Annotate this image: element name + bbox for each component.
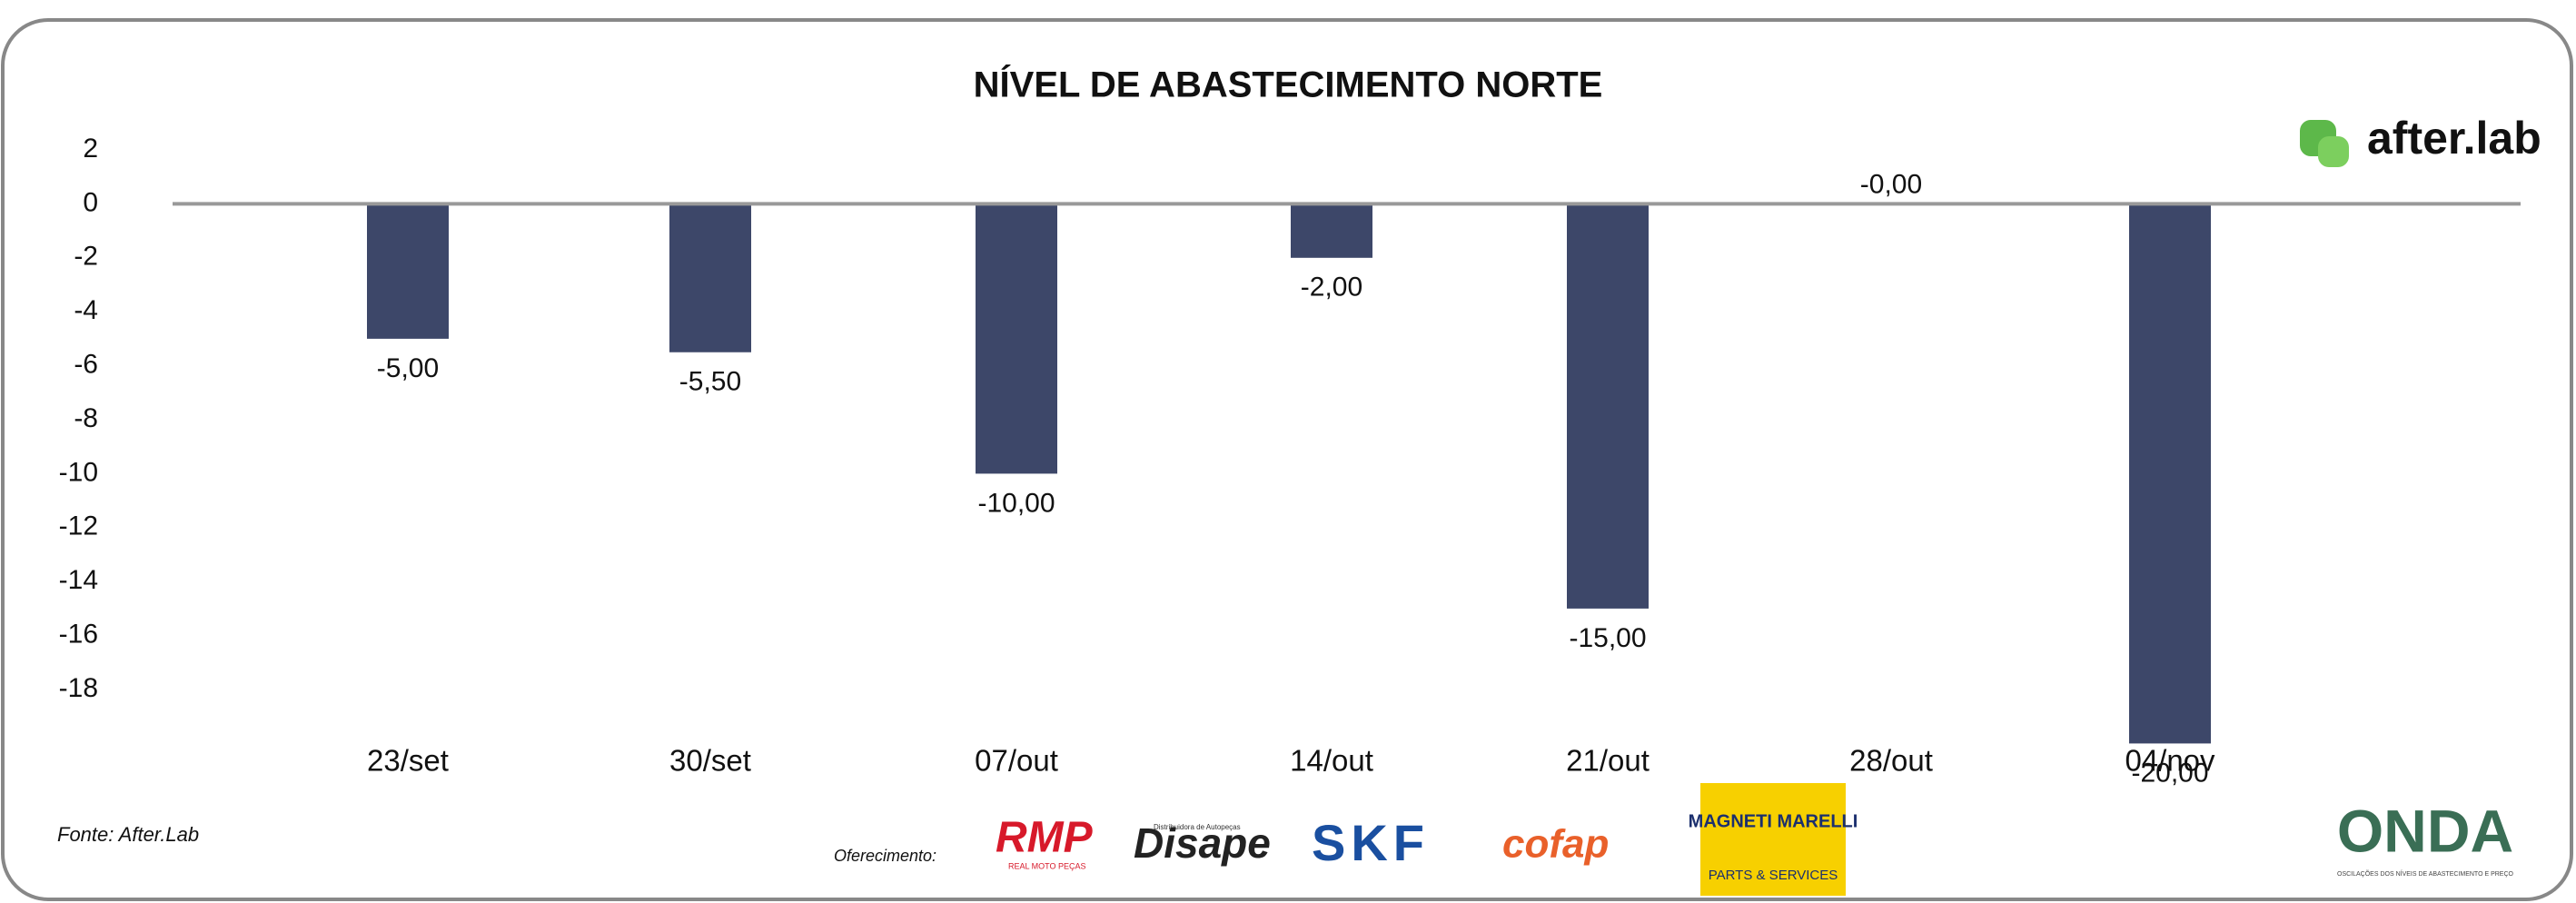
y-tick-label: -6 — [74, 350, 98, 380]
y-tick-label: -12 — [59, 511, 98, 541]
x-tick-label: 21/out — [1566, 744, 1650, 778]
source: Fonte: After.Lab — [57, 823, 199, 846]
skf-logo: SKF — [1312, 814, 1430, 871]
data-label: -20,00 — [2131, 758, 2208, 788]
bar — [367, 203, 449, 339]
y-tick-label: -2 — [74, 242, 98, 272]
disape-logo: Disape — [1134, 819, 1271, 867]
sponsor-logos: RMP REAL MOTO PEÇAS Distribuidora de Aut… — [996, 783, 2514, 896]
bar — [976, 203, 1057, 474]
bar — [2129, 203, 2211, 744]
x-tick-label: 14/out — [1290, 744, 1373, 778]
onda-sub: OSCILAÇÕES DOS NÍVEIS DE ABASTECIMENTO E… — [2337, 869, 2514, 878]
logo-text: after.lab — [2367, 113, 2541, 164]
rmp-sub: REAL MOTO PEÇAS — [1008, 861, 1086, 870]
mm-logo: MAGNETI MARELLI — [1689, 811, 1858, 831]
onda-logo: ONDA — [2337, 797, 2513, 864]
chart-title: NÍVEL DE ABASTECIMENTO NORTE — [974, 64, 1603, 105]
x-tick-label: 07/out — [975, 744, 1058, 778]
disape-sub: Distribuidora de Autopeças — [1154, 823, 1241, 831]
data-label: -5,50 — [679, 367, 741, 397]
data-label: -15,00 — [1569, 623, 1646, 653]
sponsor-label: Oferecimento: — [834, 847, 936, 865]
y-tick-label: -14 — [59, 565, 98, 595]
y-tick-label: 2 — [83, 134, 98, 164]
mm-box — [1700, 783, 1846, 896]
logo-icon — [2318, 136, 2349, 167]
x-tick-label: 23/set — [367, 744, 449, 778]
y-tick-label: -18 — [59, 673, 98, 703]
cofap-logo: cofap — [1502, 822, 1609, 867]
x-tick-label: 30/set — [669, 744, 751, 778]
y-tick-label: 0 — [83, 187, 98, 217]
rmp-logo: RMP — [996, 814, 1094, 862]
mm-sub: PARTS & SERVICES — [1709, 868, 1838, 883]
bar — [1291, 203, 1372, 258]
bar — [1567, 203, 1649, 609]
frame — [1, 18, 2573, 901]
bar — [669, 203, 751, 352]
y-tick-label: -10 — [59, 457, 98, 487]
y-tick-label: -4 — [74, 295, 98, 325]
y-tick-label: -16 — [59, 620, 98, 650]
data-label: -0,00 — [1860, 169, 1922, 199]
after-lab-logo: after.lab — [2300, 113, 2541, 167]
x-tick-label: 28/out — [1849, 744, 1933, 778]
data-label: -10,00 — [977, 488, 1055, 518]
x-tick-label: 04/nov — [2125, 744, 2215, 778]
y-tick-label: -8 — [74, 403, 98, 433]
data-label: -2,00 — [1301, 273, 1362, 303]
data-label: -5,00 — [377, 353, 439, 383]
